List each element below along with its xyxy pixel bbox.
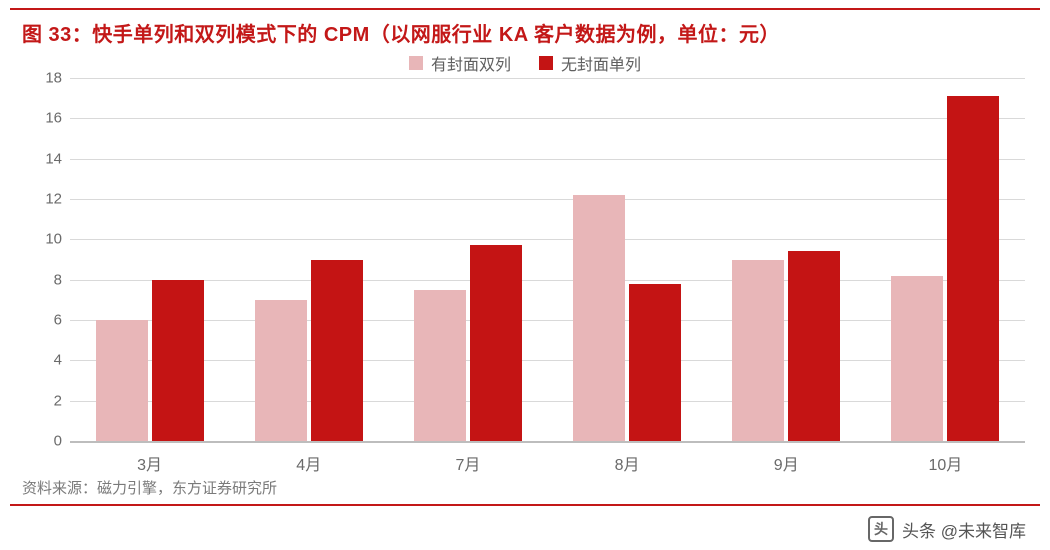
top-rule <box>10 8 1040 10</box>
gridline <box>70 360 1025 361</box>
x-tick-label: 8月 <box>573 451 681 475</box>
y-tick-label: 12 <box>22 191 62 208</box>
x-tick-label: 7月 <box>414 451 522 475</box>
bar-group: 3月 <box>96 280 204 441</box>
bar <box>732 260 784 442</box>
y-tick-label: 10 <box>22 231 62 248</box>
y-tick-label: 0 <box>22 433 62 450</box>
gridline <box>70 280 1025 281</box>
legend-item-0: 有封面双列 <box>409 51 511 75</box>
source-text: 资料来源：磁力引擎，东方证券研究所 <box>22 477 277 498</box>
bar <box>891 276 943 441</box>
y-tick-label: 6 <box>22 312 62 329</box>
bar-group: 4月 <box>255 260 363 442</box>
bar <box>96 320 148 441</box>
y-tick-label: 18 <box>22 70 62 87</box>
legend-item-1: 无封面单列 <box>539 51 641 75</box>
y-tick-label: 14 <box>22 150 62 167</box>
bar <box>788 251 840 441</box>
y-tick-label: 16 <box>22 110 62 127</box>
bottom-rule <box>10 504 1040 506</box>
plot-area: 0246810121416183月4月7月8月9月10月 <box>70 78 1025 441</box>
x-tick-label: 9月 <box>732 451 840 475</box>
legend: 有封面双列 无封面单列 <box>10 51 1040 75</box>
watermark-logo: 头 <box>868 516 894 542</box>
gridline <box>70 401 1025 402</box>
bar <box>311 260 363 442</box>
y-tick-label: 4 <box>22 352 62 369</box>
bar-group: 10月 <box>891 96 999 441</box>
bar <box>414 290 466 441</box>
chart-card: 图 33：快手单列和双列模式下的 CPM（以网服行业 KA 客户数据为例，单位：… <box>10 8 1040 506</box>
gridline <box>70 441 1025 443</box>
gridline <box>70 320 1025 321</box>
bar-group: 7月 <box>414 245 522 441</box>
legend-label-0: 有封面双列 <box>431 51 511 75</box>
chart-title: 图 33：快手单列和双列模式下的 CPM（以网服行业 KA 客户数据为例，单位：… <box>22 18 780 47</box>
watermark: 头 头条 @未来智库 <box>868 516 1026 542</box>
legend-label-1: 无封面单列 <box>561 51 641 75</box>
x-tick-label: 10月 <box>891 451 999 475</box>
gridline <box>70 118 1025 119</box>
bar-group: 8月 <box>573 195 681 441</box>
watermark-text: 头条 @未来智库 <box>902 517 1026 542</box>
bar <box>470 245 522 441</box>
gridline <box>70 78 1025 79</box>
y-tick-label: 8 <box>22 271 62 288</box>
bar <box>255 300 307 441</box>
bar-group: 9月 <box>732 251 840 441</box>
gridline <box>70 239 1025 240</box>
legend-swatch-1 <box>539 56 553 70</box>
y-tick-label: 2 <box>22 392 62 409</box>
bar <box>573 195 625 441</box>
legend-swatch-0 <box>409 56 423 70</box>
bar <box>629 284 681 441</box>
x-tick-label: 4月 <box>255 451 363 475</box>
gridline <box>70 159 1025 160</box>
bar <box>152 280 204 441</box>
bar <box>947 96 999 441</box>
x-tick-label: 3月 <box>96 451 204 475</box>
gridline <box>70 199 1025 200</box>
